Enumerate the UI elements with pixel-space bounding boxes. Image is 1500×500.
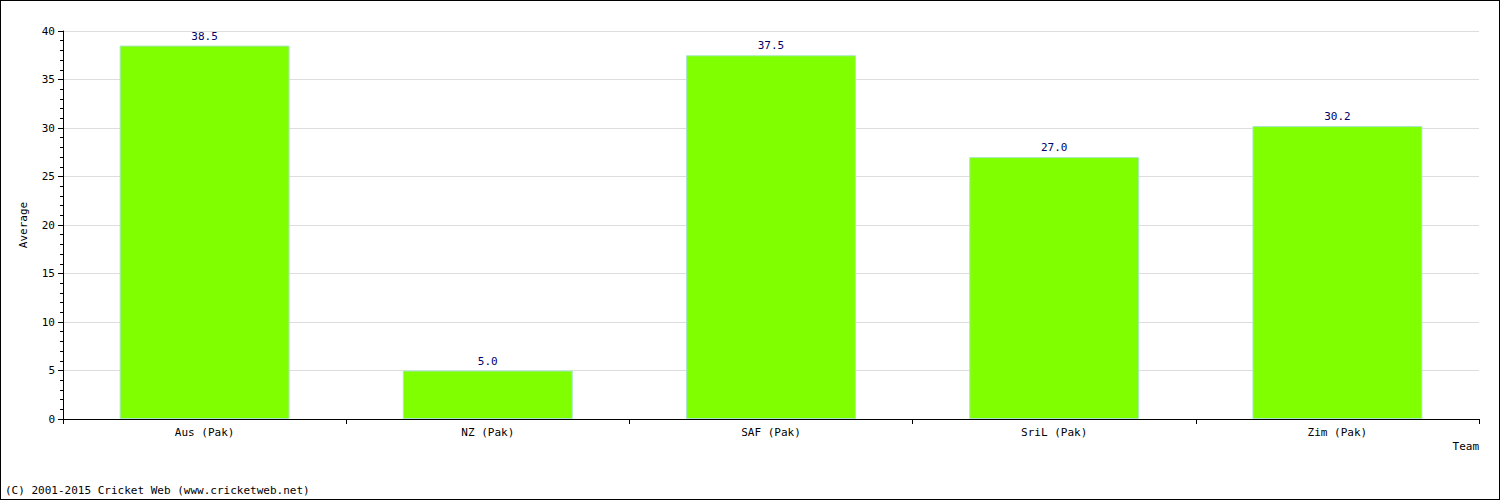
- svg-text:25: 25: [42, 170, 55, 183]
- svg-text:(C) 2001-2015 Cricket Web (www: (C) 2001-2015 Cricket Web (www.cricketwe…: [5, 484, 310, 497]
- svg-text:SAF (Pak): SAF (Pak): [741, 426, 801, 439]
- svg-text:20: 20: [42, 219, 55, 232]
- svg-text:30: 30: [42, 122, 55, 135]
- svg-text:15: 15: [42, 267, 55, 280]
- svg-text:SriL (Pak): SriL (Pak): [1021, 426, 1087, 439]
- svg-text:5.0: 5.0: [478, 355, 498, 368]
- svg-text:5: 5: [48, 364, 55, 377]
- svg-text:10: 10: [42, 316, 55, 329]
- svg-text:30.2: 30.2: [1324, 110, 1351, 123]
- svg-text:Zim (Pak): Zim (Pak): [1308, 426, 1368, 439]
- svg-text:Aus (Pak): Aus (Pak): [175, 426, 235, 439]
- svg-text:37.5: 37.5: [758, 39, 785, 52]
- svg-text:Average: Average: [17, 202, 30, 248]
- svg-text:38.5: 38.5: [191, 30, 218, 43]
- svg-text:Team: Team: [1453, 440, 1480, 453]
- svg-text:NZ (Pak): NZ (Pak): [461, 426, 514, 439]
- svg-text:0: 0: [48, 413, 55, 426]
- svg-text:27.0: 27.0: [1041, 141, 1068, 154]
- svg-text:40: 40: [42, 25, 55, 38]
- svg-text:35: 35: [42, 73, 55, 86]
